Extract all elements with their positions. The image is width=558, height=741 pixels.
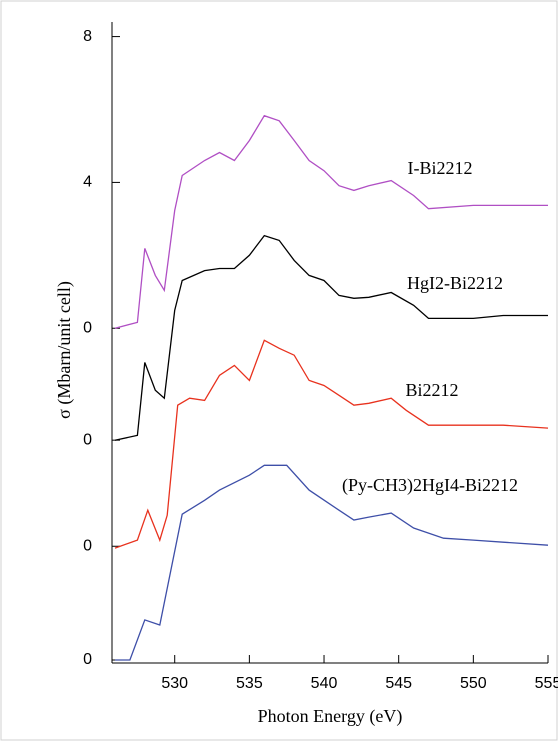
y-tick-label: 0 — [83, 431, 92, 448]
y-axis-label: σ (Mbarn/unit cell) — [54, 281, 75, 419]
x-tick-label: 545 — [385, 675, 412, 692]
y-tick-label: 8 — [83, 28, 92, 45]
series-label: Bi2212 — [405, 380, 458, 400]
x-tick-label: 540 — [311, 675, 338, 692]
x-tick-label: 550 — [460, 675, 487, 692]
y-tick-label: 4 — [83, 174, 92, 191]
y-tick-label: 0 — [83, 319, 92, 336]
series-line — [114, 339, 549, 549]
x-tick-label: 530 — [161, 675, 188, 692]
x-tick-label: 535 — [236, 675, 263, 692]
series-label: I-Bi2212 — [408, 158, 473, 178]
series-label: (Py-CH3)2HgI4-Bi2212 — [342, 475, 518, 496]
series-label: HgI2-Bi2212 — [407, 273, 503, 293]
x-tick-label: 555 — [535, 675, 558, 692]
y-tick-label: 0 — [83, 537, 92, 554]
series-line — [114, 114, 548, 329]
y-tick-label: 0 — [83, 651, 92, 668]
series-line — [114, 234, 548, 441]
series-line — [115, 464, 549, 661]
x-axis-label: Photon Energy (eV) — [258, 706, 403, 727]
